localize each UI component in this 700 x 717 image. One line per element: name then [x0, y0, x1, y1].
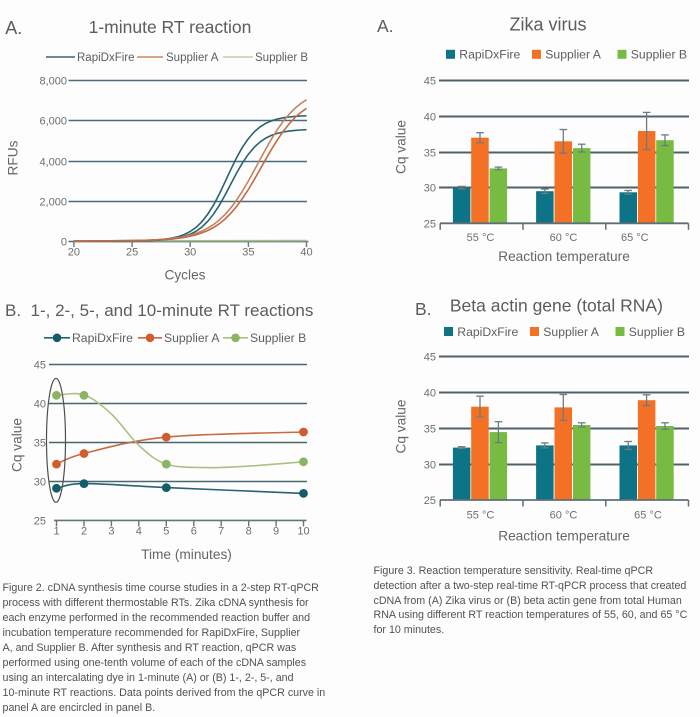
svg-text:60 °C: 60 °C: [550, 232, 578, 244]
svg-text:1-minute RT reaction: 1-minute RT reaction: [89, 17, 252, 37]
svg-text:Supplier A: Supplier A: [164, 331, 220, 345]
svg-text:1: 1: [53, 525, 59, 537]
svg-text:RapiDxFire: RapiDxFire: [459, 48, 520, 62]
svg-text:4: 4: [136, 525, 142, 537]
svg-text:Beta actin gene (total RNA): Beta actin gene (total RNA): [450, 296, 663, 316]
svg-text:Cq value: Cq value: [394, 120, 409, 174]
svg-text:25: 25: [424, 218, 436, 230]
svg-text:5: 5: [163, 525, 169, 537]
svg-text:30: 30: [424, 460, 436, 472]
svg-text:B.: B.: [415, 299, 432, 319]
svg-text:30: 30: [424, 183, 436, 195]
svg-text:2: 2: [81, 525, 87, 537]
svg-text:25: 25: [424, 495, 436, 507]
svg-text:25: 25: [126, 247, 138, 259]
svg-text:Cycles: Cycles: [164, 268, 205, 283]
svg-text:Reaction temperature: Reaction temperature: [498, 249, 630, 264]
svg-text:RapiDxFire: RapiDxFire: [77, 52, 135, 64]
svg-text:Reaction temperature: Reaction temperature: [498, 529, 630, 544]
svg-text:Cq value: Cq value: [394, 399, 409, 453]
svg-text:55 °C: 55 °C: [467, 232, 495, 244]
svg-text:Supplier B: Supplier B: [250, 331, 306, 345]
svg-text:65 °C: 65 °C: [621, 232, 649, 244]
svg-text:9: 9: [273, 525, 279, 537]
svg-text:40: 40: [300, 247, 312, 259]
svg-text:Supplier A: Supplier A: [166, 52, 219, 64]
svg-text:2,000: 2,000: [39, 197, 67, 209]
svg-text:65 °C: 65 °C: [634, 510, 662, 522]
svg-text:B. 1-, 2-, 5-, and 10-minute: B. 1-, 2-, 5-, and 10-minute RT reaction…: [5, 301, 313, 320]
svg-text:10: 10: [297, 525, 309, 537]
svg-text:35: 35: [424, 148, 436, 160]
svg-text:55 °C: 55 °C: [467, 510, 495, 522]
svg-text:RapiDxFire: RapiDxFire: [457, 325, 518, 339]
svg-text:20: 20: [68, 247, 80, 259]
svg-text:7: 7: [218, 525, 224, 537]
svg-text:45: 45: [424, 352, 436, 364]
svg-text:45: 45: [424, 76, 436, 88]
svg-text:RFUs: RFUs: [6, 140, 21, 175]
svg-text:6: 6: [191, 525, 197, 537]
svg-text:60 °C: 60 °C: [550, 510, 578, 522]
svg-text:6,000: 6,000: [39, 116, 67, 128]
svg-text:35: 35: [242, 247, 254, 259]
svg-text:25: 25: [34, 515, 46, 527]
svg-text:Supplier B: Supplier B: [629, 325, 685, 339]
svg-text:0: 0: [61, 237, 67, 249]
svg-text:40: 40: [424, 388, 436, 400]
svg-text:45: 45: [34, 360, 46, 372]
svg-text:8: 8: [246, 525, 252, 537]
svg-text:A.: A.: [5, 18, 22, 38]
svg-text:4,000: 4,000: [39, 157, 67, 169]
svg-text:Supplier B: Supplier B: [631, 48, 687, 62]
svg-text:Time (minutes): Time (minutes): [141, 547, 232, 562]
svg-text:Zika virus: Zika virus: [509, 15, 586, 35]
svg-text:40: 40: [424, 112, 436, 124]
svg-text:35: 35: [424, 424, 436, 436]
svg-text:Supplier B: Supplier B: [255, 52, 308, 64]
svg-text:30: 30: [34, 477, 46, 489]
svg-text:35: 35: [34, 438, 46, 450]
svg-text:A.: A.: [377, 16, 394, 36]
svg-text:Supplier A: Supplier A: [545, 48, 601, 62]
svg-text:8,000: 8,000: [39, 76, 67, 88]
svg-text:Supplier A: Supplier A: [543, 325, 599, 339]
svg-text:Cq value: Cq value: [10, 418, 25, 472]
svg-text:RapiDxFire: RapiDxFire: [72, 331, 133, 345]
svg-text:40: 40: [34, 399, 46, 411]
svg-text:30: 30: [184, 247, 196, 259]
svg-text:3: 3: [108, 525, 114, 537]
